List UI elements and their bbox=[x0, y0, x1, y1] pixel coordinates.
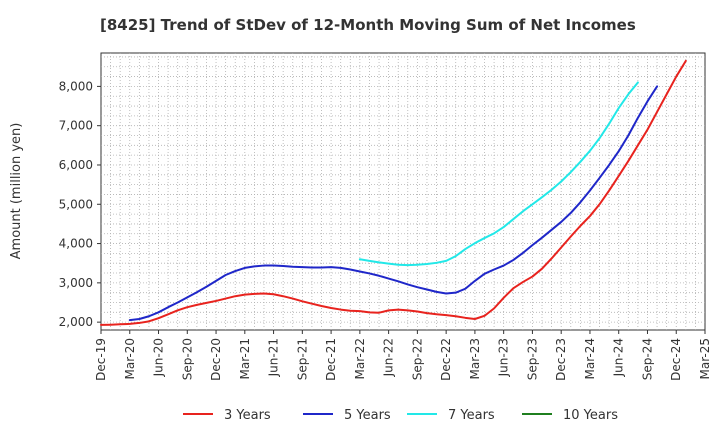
x-tick-label: Dec-20 bbox=[209, 338, 223, 381]
x-tick-label: Sep-20 bbox=[180, 338, 194, 380]
x-tick-label: Sep-23 bbox=[525, 338, 539, 380]
legend: 3 Years 5 Years 7 Years 10 Years bbox=[183, 408, 618, 423]
x-tick-label: Dec-23 bbox=[554, 338, 568, 381]
legend-label-5-years: 5 Years bbox=[344, 408, 391, 423]
x-tick-label: Mar-22 bbox=[353, 338, 367, 379]
legend-label-10-years: 10 Years bbox=[563, 408, 618, 423]
y-tick-label: 6,000 bbox=[59, 158, 93, 172]
x-axis-ticks: Dec-19 Mar-20 Jun-20 Sep-20 Dec-20 Mar-21 Jun-… bbox=[94, 330, 712, 381]
x-tick-label: Dec-19 bbox=[94, 338, 108, 381]
x-tick-label: Mar-23 bbox=[468, 338, 482, 379]
legend-label-3-years: 3 Years bbox=[224, 408, 271, 423]
y-tick-label: 3,000 bbox=[59, 276, 93, 290]
x-tick-label: Jun-20 bbox=[152, 338, 166, 377]
series-line-5-years bbox=[128, 85, 659, 322]
y-axis-ticks: 2,000 3,000 4,000 5,000 6,000 7,000 8,000 bbox=[59, 79, 101, 329]
x-tick-label: Dec-24 bbox=[669, 338, 683, 381]
x-tick-label: Mar-21 bbox=[238, 338, 252, 379]
x-tick-label: Dec-22 bbox=[439, 338, 453, 381]
plot-area bbox=[100, 52, 706, 331]
series-lines bbox=[100, 59, 687, 326]
y-tick-label: 7,000 bbox=[59, 119, 93, 133]
x-tick-label: Jun-22 bbox=[382, 338, 396, 377]
x-tick-label: Mar-24 bbox=[583, 338, 597, 379]
x-tick-label: Dec-21 bbox=[324, 338, 338, 381]
y-tick-label: 5,000 bbox=[59, 197, 93, 211]
x-tick-label: Jun-21 bbox=[267, 338, 281, 377]
series-line-7-years bbox=[358, 81, 639, 267]
y-tick-label: 2,000 bbox=[59, 315, 93, 329]
x-tick-label: Sep-22 bbox=[410, 338, 424, 380]
x-tick-label: Mar-20 bbox=[123, 338, 137, 379]
x-tick-label: Mar-25 bbox=[698, 338, 712, 379]
y-tick-label: 8,000 bbox=[59, 79, 93, 93]
series-line-3-years bbox=[100, 59, 687, 326]
legend-label-7-years: 7 Years bbox=[448, 408, 495, 423]
y-tick-label: 4,000 bbox=[59, 237, 93, 251]
x-tick-label: Jun-24 bbox=[612, 338, 626, 377]
x-tick-label: Sep-21 bbox=[295, 338, 309, 380]
chart-title: [8425] Trend of StDev of 12-Month Moving… bbox=[100, 16, 636, 34]
x-tick-label: Sep-24 bbox=[640, 338, 654, 380]
y-axis-title: Amount (million yen) bbox=[9, 123, 24, 260]
x-tick-label: Jun-23 bbox=[497, 338, 511, 377]
